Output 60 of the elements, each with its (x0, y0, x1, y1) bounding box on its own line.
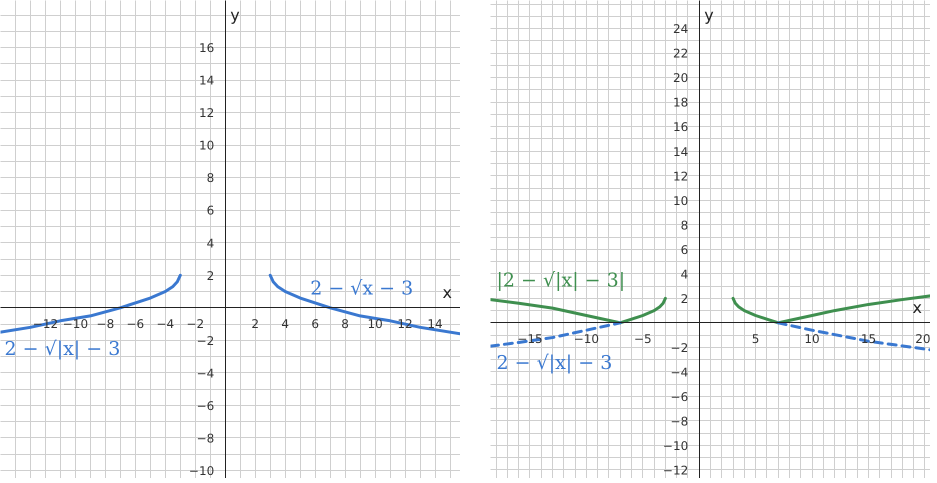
y-tick-label: −4 (670, 365, 688, 380)
y-tick-label: 22 (672, 46, 688, 61)
line-series (490, 296, 667, 324)
x-tick-label: 2 (251, 316, 260, 331)
y-tick-label: 14 (198, 74, 214, 88)
line-series (776, 321, 930, 352)
y-tick-label: −6 (196, 398, 214, 413)
y-tick-label: 2 (680, 292, 688, 306)
x-tick-label: −4 (156, 316, 174, 331)
y-tick-label: 6 (206, 204, 214, 218)
y-tick-label: −6 (670, 390, 688, 404)
x-tick-label: 10 (804, 332, 820, 346)
y-tick-label: 12 (672, 169, 688, 184)
y-tick-label: −4 (196, 366, 214, 380)
series-label: |2 − √|x| − 3| (496, 270, 626, 292)
y-tick-label: 24 (672, 22, 688, 36)
y-tick-label: 20 (672, 71, 688, 86)
x-tick-label: 8 (341, 316, 349, 331)
x-tick-label: −2 (186, 316, 204, 331)
x-tick-label: 20 (915, 332, 931, 346)
y-axis-title: y (230, 6, 240, 24)
x-tick-label: 6 (311, 316, 319, 331)
series-label: 2 − √|x| − 3 (496, 352, 612, 374)
y-tick-label: 18 (672, 96, 688, 110)
x-tick-label: −6 (126, 316, 144, 331)
y-tick-label: 14 (672, 144, 688, 159)
y-tick-label: −10 (662, 438, 688, 453)
y-tick-label: 16 (198, 41, 214, 56)
y-tick-label: −12 (662, 463, 688, 478)
y-tick-label: −10 (188, 464, 214, 478)
x-tick-label: −8 (96, 316, 114, 331)
line-series (490, 321, 622, 348)
y-tick-label: 4 (206, 236, 214, 250)
y-tick-label: 12 (198, 106, 214, 120)
series-label: 2 − √|x| − 3 (4, 338, 120, 360)
x-axis-title: x (912, 298, 922, 317)
x-axis-title: x (442, 282, 452, 302)
y-tick-label: −2 (670, 340, 688, 355)
x-tick-label: −10 (574, 332, 600, 346)
y-tick-label: 10 (672, 194, 688, 208)
y-tick-label: 4 (680, 267, 688, 282)
series-label: 2 − √x − 3 (310, 277, 414, 300)
line-series (732, 294, 930, 324)
x-tick-label: 14 (427, 316, 443, 331)
y-tick-label: 8 (206, 171, 214, 186)
y-tick-label: −8 (196, 431, 214, 446)
y-tick-label: 10 (198, 138, 214, 153)
y-tick-label: 2 (206, 268, 214, 283)
y-axis-title: y (704, 6, 714, 24)
y-tick-label: 6 (680, 242, 688, 257)
x-tick-label: −10 (62, 316, 88, 331)
y-tick-label: −8 (670, 414, 688, 428)
y-tick-label: 16 (672, 120, 688, 134)
line-series (0, 274, 182, 334)
y-tick-label: 8 (680, 218, 688, 232)
x-tick-label: 5 (752, 332, 760, 346)
x-tick-label: −5 (634, 332, 652, 346)
x-tick-label: 10 (367, 316, 383, 331)
line-series (268, 274, 460, 336)
x-tick-label: 4 (281, 316, 290, 331)
